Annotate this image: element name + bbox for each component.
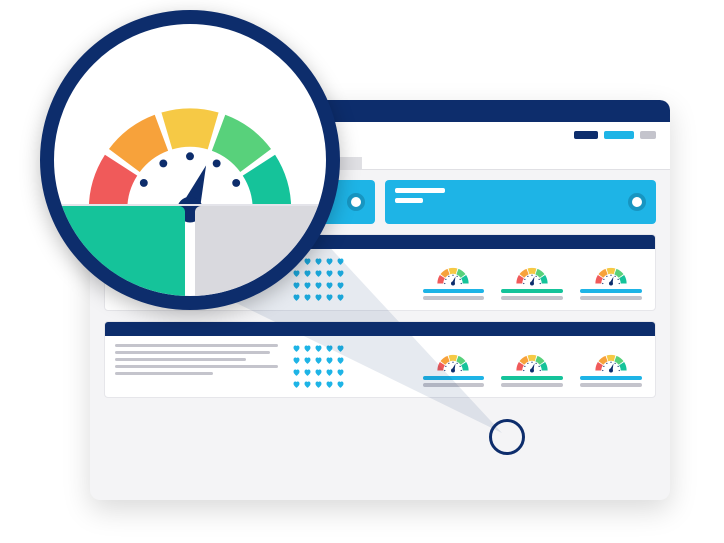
gauge-icon: [515, 344, 549, 373]
metric-bar: [501, 289, 563, 293]
toolbar-chip[interactable]: [640, 131, 656, 139]
placeholder-line: [115, 372, 213, 375]
summary-knob-icon: [347, 193, 365, 211]
heart-icon: [292, 356, 301, 365]
heart-icon: [325, 368, 334, 377]
heart-icon: [292, 344, 301, 353]
gauge-cell: [498, 344, 567, 389]
placeholder-line: [115, 365, 278, 368]
metric-bar: [501, 376, 563, 380]
gauge-icon: [436, 257, 470, 286]
heart-icon: [336, 368, 345, 377]
heart-icon: [325, 356, 334, 365]
gauge-cell: [576, 344, 645, 389]
heart-icon: [292, 368, 301, 377]
metric-bar: [501, 383, 563, 387]
summary-card[interactable]: [385, 180, 656, 224]
heart-row: [292, 368, 405, 377]
heart-icon: [336, 293, 345, 302]
heart-row: [292, 380, 405, 389]
heart-icon: [336, 257, 345, 266]
gauge-group: [419, 257, 645, 302]
heart-icon: [303, 380, 312, 389]
section-header-bar: [105, 322, 655, 336]
metric-bar: [580, 383, 642, 387]
heart-icon: [303, 368, 312, 377]
gauge-cell: [419, 344, 488, 389]
metrics-section: [104, 321, 656, 398]
gauge-cell: [498, 257, 567, 302]
heart-icon: [314, 356, 323, 365]
heart-icon: [336, 269, 345, 278]
zoom-lens: [40, 10, 340, 310]
lens-card-green: [44, 206, 185, 310]
text-placeholder-block: [115, 344, 278, 389]
heart-row: [292, 344, 405, 353]
heart-icon: [314, 368, 323, 377]
placeholder-line: [395, 188, 445, 193]
metric-bar: [423, 376, 485, 380]
metric-bar: [580, 376, 642, 380]
gauge-cell: [576, 257, 645, 302]
lens-bottom-cards: [40, 206, 340, 310]
heart-icon: [325, 281, 334, 290]
heart-icon: [336, 344, 345, 353]
heart-icon: [303, 356, 312, 365]
heart-icon: [325, 257, 334, 266]
heart-icon: [325, 380, 334, 389]
placeholder-line: [115, 344, 278, 347]
metric-bar: [423, 289, 485, 293]
heart-icon: [303, 344, 312, 353]
placeholder-line: [115, 351, 270, 354]
toolbar-chip[interactable]: [604, 131, 634, 139]
heart-icon: [325, 344, 334, 353]
lens-card-gray: [195, 206, 336, 310]
heart-icon: [336, 356, 345, 365]
heart-row: [292, 356, 405, 365]
metric-bar: [423, 296, 485, 300]
heart-icon: [314, 344, 323, 353]
metric-bar: [501, 296, 563, 300]
metric-bar: [580, 289, 642, 293]
gauge-icon: [515, 257, 549, 286]
gauge-cell: [419, 257, 488, 302]
gauge-icon: [594, 257, 628, 286]
summary-knob-icon: [628, 193, 646, 211]
heart-icon: [292, 380, 301, 389]
heart-icon: [336, 380, 345, 389]
placeholder-line: [395, 198, 423, 203]
gauge-large-icon: [80, 38, 300, 230]
gauge-group: [419, 344, 645, 389]
rating-hearts-block: [292, 344, 405, 389]
heart-icon: [325, 293, 334, 302]
focus-ring-icon: [489, 419, 525, 455]
heart-icon: [314, 380, 323, 389]
heart-icon: [325, 269, 334, 278]
metric-bar: [580, 296, 642, 300]
placeholder-line: [115, 358, 246, 361]
heart-icon: [336, 281, 345, 290]
toolbar-chip[interactable]: [574, 131, 598, 139]
metric-bar: [423, 383, 485, 387]
gauge-icon: [594, 344, 628, 373]
gauge-icon: [436, 344, 470, 373]
